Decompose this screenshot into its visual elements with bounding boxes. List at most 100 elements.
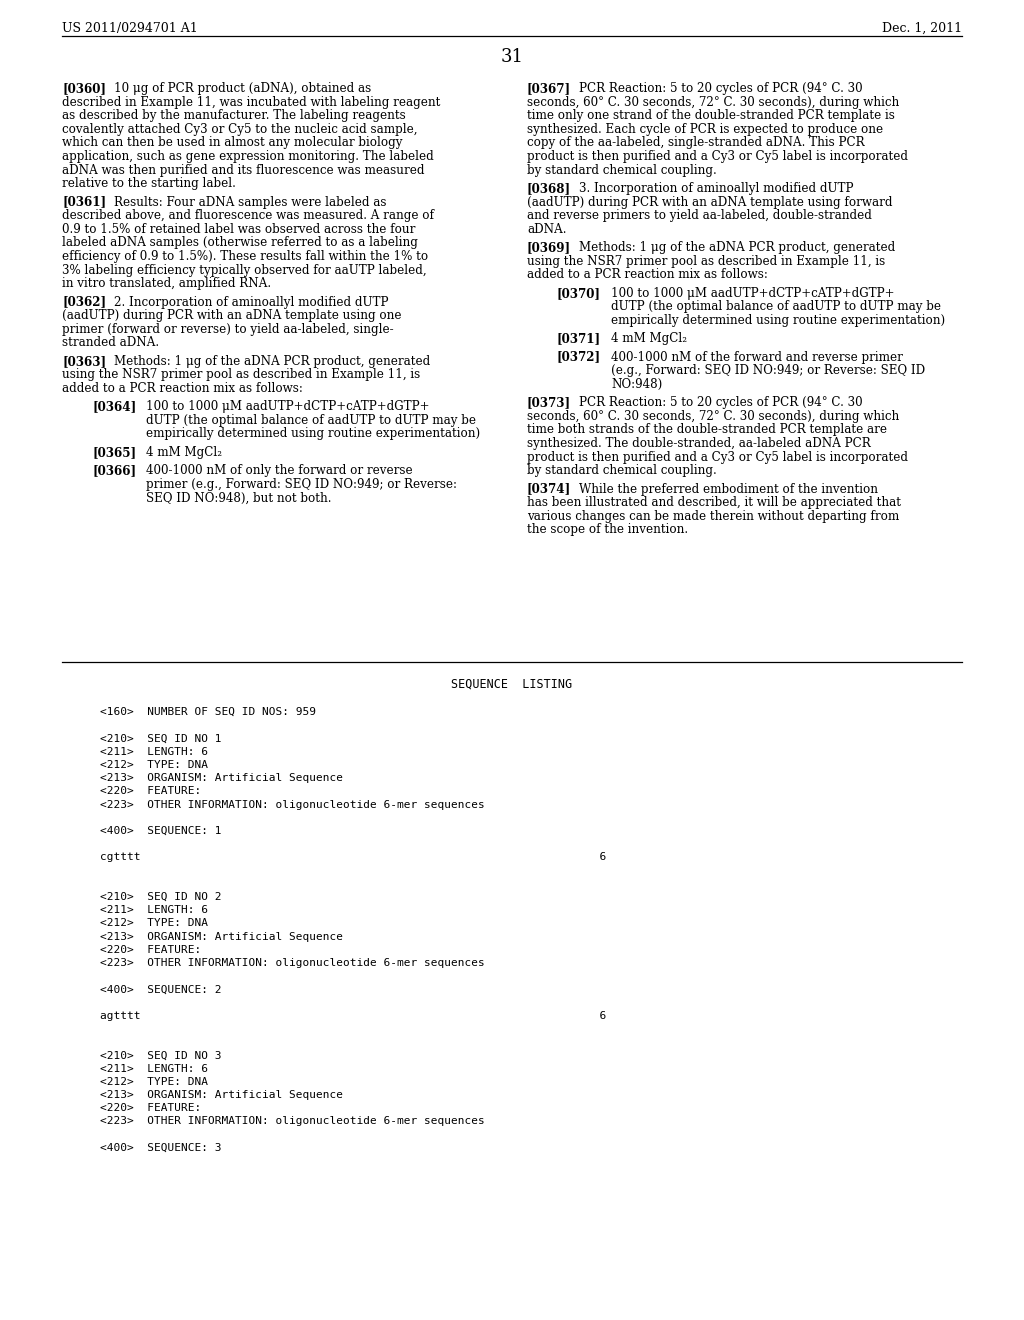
Text: product is then purified and a Cy3 or Cy5 label is incorporated: product is then purified and a Cy3 or Cy… [527, 450, 908, 463]
Text: <220>  FEATURE:: <220> FEATURE: [100, 1104, 202, 1113]
Text: various changes can be made therein without departing from: various changes can be made therein with… [527, 510, 899, 523]
Text: <220>  FEATURE:: <220> FEATURE: [100, 787, 202, 796]
Text: 4 mM MgCl₂: 4 mM MgCl₂ [611, 333, 687, 346]
Text: empirically determined using routine experimentation): empirically determined using routine exp… [146, 428, 480, 441]
Text: which can then be used in almost any molecular biology: which can then be used in almost any mol… [62, 136, 402, 149]
Text: in vitro translated, amplified RNA.: in vitro translated, amplified RNA. [62, 277, 271, 290]
Text: While the preferred embodiment of the invention: While the preferred embodiment of the in… [579, 483, 878, 495]
Text: <211>  LENGTH: 6: <211> LENGTH: 6 [100, 1064, 208, 1073]
Text: SEQUENCE  LISTING: SEQUENCE LISTING [452, 678, 572, 690]
Text: NO:948): NO:948) [611, 378, 663, 391]
Text: [0366]: [0366] [92, 465, 136, 477]
Text: <400>  SEQUENCE: 3: <400> SEQUENCE: 3 [100, 1143, 221, 1152]
Text: dUTP (the optimal balance of aadUTP to dUTP may be: dUTP (the optimal balance of aadUTP to d… [146, 414, 476, 426]
Text: empirically determined using routine experimentation): empirically determined using routine exp… [611, 314, 945, 327]
Text: [0367]: [0367] [527, 82, 571, 95]
Text: <400>  SEQUENCE: 2: <400> SEQUENCE: 2 [100, 985, 221, 994]
Text: <211>  LENGTH: 6: <211> LENGTH: 6 [100, 906, 208, 915]
Text: <220>  FEATURE:: <220> FEATURE: [100, 945, 202, 954]
Text: using the NSR7 primer pool as described in Example 11, is: using the NSR7 primer pool as described … [527, 255, 886, 268]
Text: [0360]: [0360] [62, 82, 106, 95]
Text: <211>  LENGTH: 6: <211> LENGTH: 6 [100, 747, 208, 756]
Text: primer (e.g., Forward: SEQ ID NO:949; or Reverse:: primer (e.g., Forward: SEQ ID NO:949; or… [146, 478, 457, 491]
Text: <210>  SEQ ID NO 3: <210> SEQ ID NO 3 [100, 1051, 221, 1060]
Text: [0374]: [0374] [527, 483, 571, 495]
Text: <400>  SEQUENCE: 1: <400> SEQUENCE: 1 [100, 826, 221, 836]
Text: US 2011/0294701 A1: US 2011/0294701 A1 [62, 22, 198, 36]
Text: 100 to 1000 μM aadUTP+dCTP+cATP+dGTP+: 100 to 1000 μM aadUTP+dCTP+cATP+dGTP+ [146, 400, 429, 413]
Text: copy of the aa-labeled, single-stranded aDNA. This PCR: copy of the aa-labeled, single-stranded … [527, 136, 864, 149]
Text: [0370]: [0370] [557, 286, 601, 300]
Text: Dec. 1, 2011: Dec. 1, 2011 [882, 22, 962, 36]
Text: dUTP (the optimal balance of aadUTP to dUTP may be: dUTP (the optimal balance of aadUTP to d… [611, 300, 941, 313]
Text: <213>  ORGANISM: Artificial Sequence: <213> ORGANISM: Artificial Sequence [100, 774, 343, 783]
Text: covalently attached Cy3 or Cy5 to the nucleic acid sample,: covalently attached Cy3 or Cy5 to the nu… [62, 123, 418, 136]
Text: aDNA.: aDNA. [527, 223, 566, 236]
Text: described in Example 11, was incubated with labeling reagent: described in Example 11, was incubated w… [62, 95, 440, 108]
Text: by standard chemical coupling.: by standard chemical coupling. [527, 465, 717, 477]
Text: 31: 31 [501, 48, 523, 66]
Text: time both strands of the double-stranded PCR template are: time both strands of the double-stranded… [527, 424, 887, 437]
Text: as described by the manufacturer. The labeling reagents: as described by the manufacturer. The la… [62, 110, 406, 123]
Text: efficiency of 0.9 to 1.5%). These results fall within the 1% to: efficiency of 0.9 to 1.5%). These result… [62, 249, 428, 263]
Text: synthesized. Each cycle of PCR is expected to produce one: synthesized. Each cycle of PCR is expect… [527, 123, 883, 136]
Text: labeled aDNA samples (otherwise referred to as a labeling: labeled aDNA samples (otherwise referred… [62, 236, 418, 249]
Text: <210>  SEQ ID NO 1: <210> SEQ ID NO 1 [100, 734, 221, 743]
Text: Results: Four aDNA samples were labeled as: Results: Four aDNA samples were labeled … [114, 195, 386, 209]
Text: agtttt                                                                    6: agtttt 6 [100, 1011, 606, 1020]
Text: <212>  TYPE: DNA: <212> TYPE: DNA [100, 919, 208, 928]
Text: 10 μg of PCR product (aDNA), obtained as: 10 μg of PCR product (aDNA), obtained as [114, 82, 372, 95]
Text: aDNA was then purified and its fluorescence was measured: aDNA was then purified and its fluoresce… [62, 164, 425, 177]
Text: using the NSR7 primer pool as described in Example 11, is: using the NSR7 primer pool as described … [62, 368, 420, 381]
Text: [0368]: [0368] [527, 182, 571, 195]
Text: 3. Incorporation of aminoallyl modified dUTP: 3. Incorporation of aminoallyl modified … [579, 182, 853, 195]
Text: <210>  SEQ ID NO 2: <210> SEQ ID NO 2 [100, 892, 221, 902]
Text: [0372]: [0372] [557, 351, 601, 363]
Text: <223>  OTHER INFORMATION: oligonucleotide 6-mer sequences: <223> OTHER INFORMATION: oligonucleotide… [100, 800, 484, 809]
Text: [0362]: [0362] [62, 296, 106, 309]
Text: [0365]: [0365] [92, 446, 136, 459]
Text: [0371]: [0371] [557, 333, 601, 346]
Text: <223>  OTHER INFORMATION: oligonucleotide 6-mer sequences: <223> OTHER INFORMATION: oligonucleotide… [100, 1117, 484, 1126]
Text: <212>  TYPE: DNA: <212> TYPE: DNA [100, 1077, 208, 1086]
Text: relative to the starting label.: relative to the starting label. [62, 177, 236, 190]
Text: 400-1000 nM of the forward and reverse primer: 400-1000 nM of the forward and reverse p… [611, 351, 903, 363]
Text: seconds, 60° C. 30 seconds, 72° C. 30 seconds), during which: seconds, 60° C. 30 seconds, 72° C. 30 se… [527, 409, 899, 422]
Text: Methods: 1 μg of the aDNA PCR product, generated: Methods: 1 μg of the aDNA PCR product, g… [114, 355, 430, 368]
Text: PCR Reaction: 5 to 20 cycles of PCR (94° C. 30: PCR Reaction: 5 to 20 cycles of PCR (94°… [579, 396, 862, 409]
Text: (aadUTP) during PCR with an aDNA template using one: (aadUTP) during PCR with an aDNA templat… [62, 309, 401, 322]
Text: and reverse primers to yield aa-labeled, double-stranded: and reverse primers to yield aa-labeled,… [527, 209, 871, 222]
Text: 0.9 to 1.5% of retained label was observed across the four: 0.9 to 1.5% of retained label was observ… [62, 223, 416, 236]
Text: added to a PCR reaction mix as follows:: added to a PCR reaction mix as follows: [62, 381, 303, 395]
Text: application, such as gene expression monitoring. The labeled: application, such as gene expression mon… [62, 150, 434, 162]
Text: (aadUTP) during PCR with an aDNA template using forward: (aadUTP) during PCR with an aDNA templat… [527, 195, 893, 209]
Text: primer (forward or reverse) to yield aa-labeled, single-: primer (forward or reverse) to yield aa-… [62, 322, 393, 335]
Text: [0369]: [0369] [527, 242, 571, 255]
Text: Methods: 1 μg of the aDNA PCR product, generated: Methods: 1 μg of the aDNA PCR product, g… [579, 242, 895, 255]
Text: [0361]: [0361] [62, 195, 106, 209]
Text: 2. Incorporation of aminoallyl modified dUTP: 2. Incorporation of aminoallyl modified … [114, 296, 388, 309]
Text: 3% labeling efficiency typically observed for aaUTP labeled,: 3% labeling efficiency typically observe… [62, 264, 427, 277]
Text: product is then purified and a Cy3 or Cy5 label is incorporated: product is then purified and a Cy3 or Cy… [527, 150, 908, 162]
Text: has been illustrated and described, it will be appreciated that: has been illustrated and described, it w… [527, 496, 901, 510]
Text: time only one strand of the double-stranded PCR template is: time only one strand of the double-stran… [527, 110, 895, 123]
Text: cgtttt                                                                    6: cgtttt 6 [100, 853, 606, 862]
Text: by standard chemical coupling.: by standard chemical coupling. [527, 164, 717, 177]
Text: added to a PCR reaction mix as follows:: added to a PCR reaction mix as follows: [527, 268, 768, 281]
Text: the scope of the invention.: the scope of the invention. [527, 523, 688, 536]
Text: 400-1000 nM of only the forward or reverse: 400-1000 nM of only the forward or rever… [146, 465, 413, 477]
Text: 100 to 1000 μM aadUTP+dCTP+cATP+dGTP+: 100 to 1000 μM aadUTP+dCTP+cATP+dGTP+ [611, 286, 895, 300]
Text: [0363]: [0363] [62, 355, 106, 368]
Text: <213>  ORGANISM: Artificial Sequence: <213> ORGANISM: Artificial Sequence [100, 932, 343, 941]
Text: <223>  OTHER INFORMATION: oligonucleotide 6-mer sequences: <223> OTHER INFORMATION: oligonucleotide… [100, 958, 484, 968]
Text: 4 mM MgCl₂: 4 mM MgCl₂ [146, 446, 222, 459]
Text: <213>  ORGANISM: Artificial Sequence: <213> ORGANISM: Artificial Sequence [100, 1090, 343, 1100]
Text: <160>  NUMBER OF SEQ ID NOS: 959: <160> NUMBER OF SEQ ID NOS: 959 [100, 708, 316, 717]
Text: described above, and fluorescence was measured. A range of: described above, and fluorescence was me… [62, 209, 434, 222]
Text: seconds, 60° C. 30 seconds, 72° C. 30 seconds), during which: seconds, 60° C. 30 seconds, 72° C. 30 se… [527, 95, 899, 108]
Text: SEQ ID NO:948), but not both.: SEQ ID NO:948), but not both. [146, 491, 332, 504]
Text: PCR Reaction: 5 to 20 cycles of PCR (94° C. 30: PCR Reaction: 5 to 20 cycles of PCR (94°… [579, 82, 862, 95]
Text: synthesized. The double-stranded, aa-labeled aDNA PCR: synthesized. The double-stranded, aa-lab… [527, 437, 870, 450]
Text: (e.g., Forward: SEQ ID NO:949; or Reverse: SEQ ID: (e.g., Forward: SEQ ID NO:949; or Revers… [611, 364, 925, 378]
Text: <212>  TYPE: DNA: <212> TYPE: DNA [100, 760, 208, 770]
